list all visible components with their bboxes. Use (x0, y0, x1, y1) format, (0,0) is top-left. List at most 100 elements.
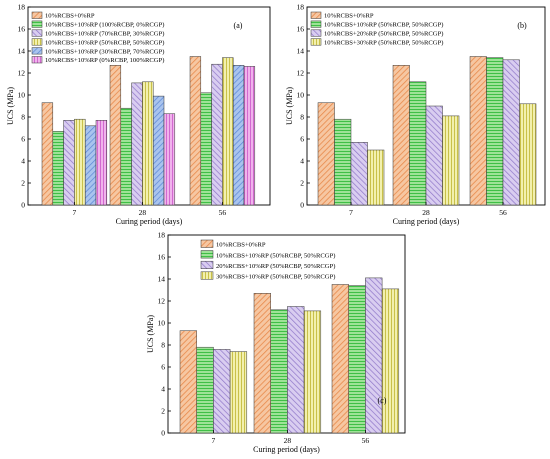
chart-panel-a: 0 2 4 6 8 10 12 14 16 18 UCS (MPa) 7 28 56 Curing peri… (6, 3, 271, 226)
panel-label: (b) (517, 21, 527, 30)
y-tick-label: 6 (21, 135, 25, 144)
bar-28-s2 (270, 309, 288, 434)
bar-56-s3 (211, 63, 223, 206)
bar-7-s2 (196, 346, 214, 434)
y-tick-label: 16 (297, 25, 305, 34)
x-tick-label: 56 (362, 436, 370, 445)
x-tick-label: 7 (349, 208, 353, 217)
bar-28-s5 (152, 95, 165, 206)
bar-56-s2 (200, 92, 212, 206)
bar-56-s4 (381, 288, 400, 434)
y-tick-label: 4 (161, 385, 165, 394)
legend-swatch (310, 20, 322, 28)
bar-56-s3 (365, 277, 383, 434)
bar-56-s1 (189, 56, 202, 206)
bar-7-s4 (367, 149, 385, 206)
legend-entry: 10%RCBS+0%RP (324, 13, 374, 20)
chart-panel-c: 0 2 4 6 8 10 12 14 16 18 UCS (MPa) 7 28 56 Curing peri… (146, 231, 406, 454)
bar-7-s4 (74, 118, 86, 206)
y-tick-label: 16 (158, 253, 166, 262)
bar-56-s3 (502, 59, 520, 206)
legend-entry: 10%RCBS+30%RP (50%RCBP, 50%RCGP) (324, 39, 443, 46)
y-tick-label: 2 (300, 179, 304, 188)
y-tick-label: 12 (297, 69, 305, 78)
bar-28-s1 (109, 65, 122, 206)
legend-entry: 10%RCBS+10%RP (70%RCBP, 30%RCGP) (45, 31, 164, 38)
bar-7-s2 (334, 118, 352, 206)
legend-swatch (200, 250, 214, 259)
y-tick-label: 0 (161, 429, 165, 438)
legend-entry: 30%RCBS+10%RP (50%RCBP, 50%RCGP) (216, 274, 335, 281)
bar-7-s1 (41, 102, 54, 206)
bar-28-s1 (392, 65, 410, 206)
x-axis-title: Curing period (days) (116, 217, 183, 226)
x-tick-label: 7 (73, 208, 77, 217)
y-axis-title: UCS (MPa) (6, 87, 15, 125)
bar-56-s4 (222, 57, 234, 206)
y-tick-label: 10 (18, 91, 26, 100)
y-tick-label: 12 (18, 69, 26, 78)
y-tick-label: 4 (300, 157, 304, 166)
bar-7-s4 (229, 351, 248, 434)
y-tick-label: 18 (158, 231, 166, 240)
y-tick-label: 8 (300, 113, 304, 122)
y-tick-label: 10 (158, 319, 166, 328)
chart-panel-b: 0 2 4 6 8 10 12 14 16 18 UCS (MPa) 7 28 56 Curing peri… (285, 3, 546, 226)
y-tick-label: 0 (300, 201, 304, 210)
bar-28-s2 (120, 107, 132, 206)
legend-entry: 10%RCBS+0%RP (216, 242, 266, 249)
legend-entry: 10%RCBS+10%RP (50%RCBP, 50%RCGP) (324, 22, 443, 29)
legend-entry: 10%RCBS+0%RP (45, 13, 95, 20)
legend-entry: 20%RCBS+10%RP (50%RCBP, 50%RCGP) (216, 263, 335, 270)
bar-7-s5 (84, 125, 97, 206)
x-tick-label: 56 (219, 208, 227, 217)
y-tick-label: 14 (158, 275, 166, 284)
bar-56-s4 (519, 103, 537, 206)
bar-56-s1 (331, 284, 349, 434)
legend-swatch (310, 38, 322, 46)
bar-7-s3 (350, 142, 368, 206)
y-tick-label: 18 (297, 3, 305, 12)
y-tick-label: 14 (18, 47, 26, 56)
legend-swatch (31, 47, 43, 55)
bar-56-s2 (486, 57, 504, 206)
y-tick-label: 2 (161, 407, 165, 416)
y-tick-label: 8 (161, 341, 165, 350)
bar-28-s3 (131, 82, 143, 206)
legend-swatch (200, 271, 214, 280)
y-tick-label: 16 (18, 25, 26, 34)
bar-28-s6 (163, 113, 176, 206)
bar-56-s2 (348, 285, 366, 434)
x-tick-label: 28 (422, 208, 430, 217)
bar-7-s1 (317, 102, 335, 206)
legend-swatch (31, 38, 43, 46)
y-tick-label: 6 (300, 135, 304, 144)
legend-entry: 10%RCBS+10%RP (30%RCBP, 70%RCGP) (45, 48, 164, 55)
legend-swatch (31, 11, 43, 19)
y-tick-label: 6 (161, 363, 165, 372)
legend-swatch (200, 239, 214, 248)
legend-entry: 10%RCBS+20%RP (50%RCBP, 50%RCGP) (324, 31, 443, 38)
x-tick-label: 28 (139, 208, 147, 217)
legend-entry: 10%RCBS+10%RP (50%RCBP, 50%RCGP) (45, 39, 164, 46)
bar-7-s3 (213, 349, 231, 434)
y-axis-title: UCS (MPa) (146, 315, 155, 353)
legend-entry: 10%RCBS+10%RP (50%RCBP, 50%RCGP) (216, 252, 335, 259)
legend-swatch (200, 260, 214, 269)
panel-label: (a) (234, 21, 243, 30)
bar-28-s3 (287, 306, 305, 434)
legend-swatch (310, 11, 322, 19)
bar-7-s3 (63, 120, 75, 206)
y-tick-label: 18 (18, 3, 26, 12)
y-tick-label: 0 (21, 201, 25, 210)
legend-swatch (310, 29, 322, 37)
x-tick-label: 7 (212, 436, 216, 445)
bar-56-s1 (469, 56, 487, 206)
bar-28-s4 (142, 81, 154, 206)
bar-7-s6 (95, 120, 108, 206)
y-axis-title: UCS (MPa) (285, 87, 294, 125)
bar-28-s1 (253, 293, 271, 434)
y-tick-label: 14 (297, 47, 305, 56)
y-tick-label: 8 (21, 113, 25, 122)
